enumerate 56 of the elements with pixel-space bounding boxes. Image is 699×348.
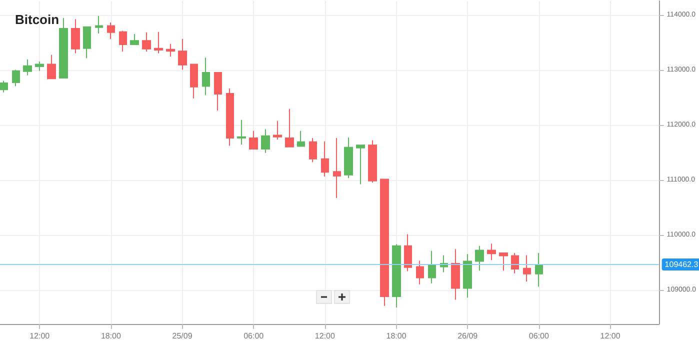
candlestick bbox=[356, 144, 365, 185]
candlestick bbox=[214, 72, 222, 111]
candlestick bbox=[499, 252, 508, 272]
candlestick bbox=[226, 88, 234, 146]
x-tick-label: 18:00 bbox=[100, 332, 122, 340]
x-tick-label: 25/09 bbox=[172, 332, 193, 340]
x-tick-label: 06:00 bbox=[528, 332, 550, 340]
candlestick bbox=[12, 69, 20, 87]
candlestick bbox=[416, 260, 424, 285]
candlestick bbox=[154, 31, 163, 54]
candlestick bbox=[380, 178, 389, 306]
x-tick-label: 12:00 bbox=[30, 332, 50, 340]
candlestick bbox=[344, 136, 353, 179]
candlestick bbox=[237, 119, 246, 146]
candlestick bbox=[273, 120, 282, 140]
candlestick bbox=[285, 108, 294, 148]
candlestick bbox=[368, 140, 377, 184]
candlestick bbox=[333, 138, 341, 198]
candlestick bbox=[451, 248, 460, 300]
candlestick bbox=[47, 54, 56, 80]
candlestick bbox=[428, 250, 436, 284]
candlestick bbox=[202, 57, 210, 96]
candlestick bbox=[463, 254, 472, 298]
candlestick bbox=[107, 22, 115, 40]
candlestick bbox=[178, 38, 187, 70]
x-tick-label: 26/09 bbox=[458, 332, 478, 340]
candlestick bbox=[487, 243, 496, 261]
candlestick bbox=[297, 130, 305, 147]
candlestick bbox=[535, 252, 543, 288]
candlestick bbox=[166, 43, 175, 58]
candlestick bbox=[119, 30, 127, 52]
text: Bitcoin bbox=[15, 12, 60, 27]
candlestick bbox=[83, 26, 91, 59]
x-tick-label: 18:00 bbox=[386, 332, 407, 340]
candlestick bbox=[142, 32, 151, 52]
candlestick bbox=[511, 252, 519, 274]
candlestick bbox=[249, 130, 258, 150]
candlestick bbox=[0, 80, 8, 93]
x-tick-label: 12:00 bbox=[314, 332, 336, 340]
candlestick bbox=[392, 244, 401, 308]
candlestick bbox=[71, 18, 80, 54]
candlestick bbox=[309, 138, 317, 163]
candlestick bbox=[321, 140, 329, 178]
candlestick bbox=[475, 245, 484, 272]
candlestick bbox=[130, 34, 139, 45]
candlestick bbox=[59, 18, 68, 79]
candlestick bbox=[261, 128, 270, 154]
candlestick bbox=[523, 254, 531, 282]
x-tick-label: 06:00 bbox=[244, 332, 264, 340]
candlestick bbox=[190, 64, 198, 99]
candlestick bbox=[95, 15, 103, 34]
ref-line-label: 109462.3 bbox=[664, 260, 699, 269]
candlestick bbox=[23, 58, 32, 76]
candlestick bbox=[35, 61, 44, 72]
x-tick-label: 12:00 bbox=[600, 332, 621, 340]
candlestick bbox=[404, 234, 412, 272]
